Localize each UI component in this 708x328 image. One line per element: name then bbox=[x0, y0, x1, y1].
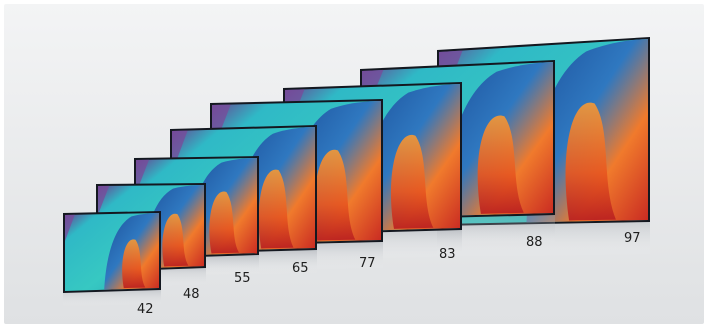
size-label-65: 65 bbox=[292, 261, 309, 276]
panel-flame-art bbox=[162, 213, 189, 267]
panel-flame-art bbox=[477, 115, 524, 214]
panel-purple-accent bbox=[362, 69, 384, 122]
panel-flame-art bbox=[258, 169, 294, 249]
size-label-48: 48 bbox=[183, 287, 200, 302]
size-label-55: 55 bbox=[234, 271, 251, 286]
display-panel-42 bbox=[63, 211, 161, 307]
panel-reflection bbox=[63, 290, 161, 307]
panel-purple-accent bbox=[65, 214, 75, 241]
size-label-83: 83 bbox=[439, 247, 456, 262]
panel-flame-art bbox=[565, 102, 616, 221]
panel-flame-art bbox=[209, 191, 239, 254]
panel-flame-art bbox=[314, 149, 356, 241]
size-label-42: 42 bbox=[137, 302, 154, 317]
size-label-97: 97 bbox=[624, 231, 641, 246]
size-label-88: 88 bbox=[526, 235, 543, 250]
panel-purple-accent bbox=[98, 185, 110, 215]
size-label-77: 77 bbox=[359, 256, 376, 271]
panel-purple-accent bbox=[172, 130, 188, 173]
panel-flame-art bbox=[122, 239, 146, 289]
panel-purple-accent bbox=[212, 104, 231, 154]
panel-flame-art bbox=[391, 134, 434, 229]
